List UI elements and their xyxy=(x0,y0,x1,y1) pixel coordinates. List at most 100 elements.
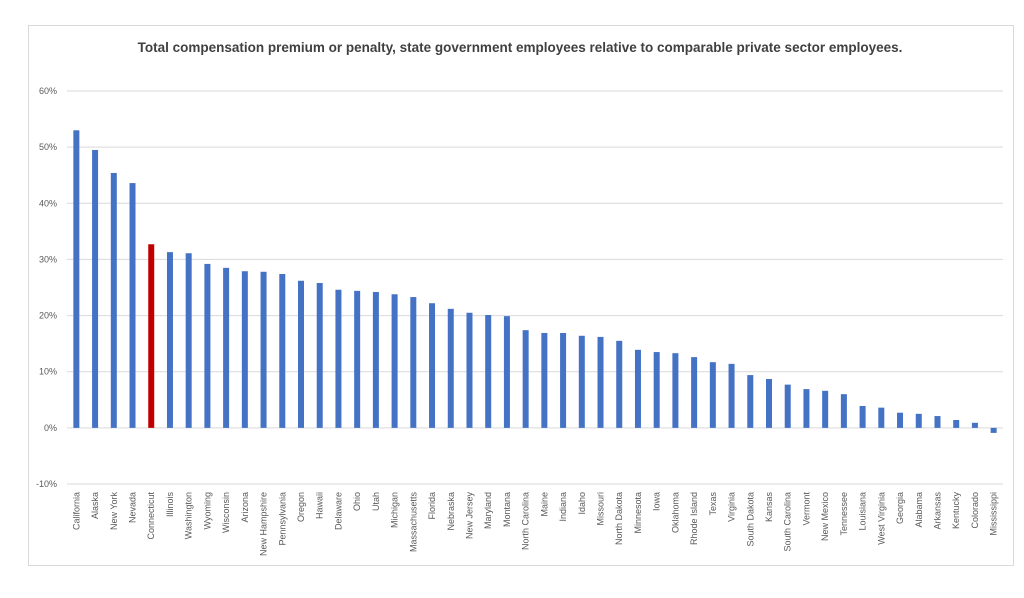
x-tick-label: Missouri xyxy=(596,492,606,526)
x-tick-label: Iowa xyxy=(652,492,662,511)
bar-west-virginia xyxy=(878,407,885,428)
bar-michigan xyxy=(391,294,398,428)
bar-south-carolina xyxy=(784,384,791,428)
y-tick-label: 40% xyxy=(39,198,57,208)
chart-frame xyxy=(28,25,1014,566)
bar-kentucky xyxy=(953,419,960,428)
x-tick-label: Oklahoma xyxy=(670,492,680,533)
bar-utah xyxy=(372,291,379,428)
x-tick-label: Washington xyxy=(184,492,194,539)
x-tick-label: Nevada xyxy=(128,492,138,523)
bar-massachusetts xyxy=(410,297,417,428)
x-tick-label: Colorado xyxy=(970,492,980,529)
x-tick-label: Illinois xyxy=(165,492,175,518)
y-tick-label: 10% xyxy=(39,367,57,377)
bar-arizona xyxy=(241,271,248,428)
bar-alaska xyxy=(92,149,99,428)
bar-missouri xyxy=(597,336,604,428)
y-tick-label: 30% xyxy=(39,254,57,264)
bar-alabama xyxy=(915,413,922,428)
bar-california xyxy=(73,130,80,428)
bar-ohio xyxy=(354,290,361,428)
x-tick-label: Alabama xyxy=(914,492,924,528)
x-tick-label: Wisconsin xyxy=(221,492,231,533)
y-tick-label: -10% xyxy=(36,479,57,489)
x-tick-label: Rhode Island xyxy=(689,492,699,545)
x-tick-label: Ohio xyxy=(352,492,362,511)
x-tick-label: Tennessee xyxy=(839,492,849,536)
x-tick-label: Delaware xyxy=(333,492,343,530)
bar-mississippi xyxy=(990,427,997,433)
x-tick-label: Georgia xyxy=(895,492,905,524)
x-tick-label: Arizona xyxy=(240,492,250,523)
bars xyxy=(73,130,997,433)
bar-colorado xyxy=(971,422,978,428)
bar-pennsylvania xyxy=(279,274,286,428)
x-tick-label: Virginia xyxy=(727,492,737,522)
x-tick-label: Louisiana xyxy=(858,492,868,531)
bar-new-jersey xyxy=(466,312,473,428)
bar-south-dakota xyxy=(747,375,754,428)
x-tick-label: West Virginia xyxy=(876,492,886,545)
gridlines xyxy=(67,90,1003,485)
bar-kansas xyxy=(766,379,772,428)
x-tick-label: Alaska xyxy=(90,492,100,519)
bar-new-hampshire xyxy=(260,271,267,428)
bar-montana xyxy=(503,316,510,428)
x-tick-label: Michigan xyxy=(390,492,400,528)
x-tick-label: Mississippi xyxy=(989,492,999,536)
bar-delaware xyxy=(335,289,342,428)
x-tick-label: South Dakota xyxy=(745,492,755,547)
x-tick-label: Wyoming xyxy=(202,492,212,529)
x-tick-label: Indiana xyxy=(558,492,568,522)
x-tick-label: Nebraska xyxy=(446,492,456,531)
bar-louisiana xyxy=(859,405,866,428)
x-tick-label: South Carolina xyxy=(783,492,793,552)
x-tick-label: Minnesota xyxy=(633,492,643,534)
x-tick-label: Kentucky xyxy=(951,492,961,530)
x-tick-label: Pennsylvania xyxy=(277,492,287,546)
bar-maine xyxy=(541,332,548,428)
x-axis-labels: California Alaska New York Nevada Connecticu… xyxy=(71,492,998,557)
bar-minnesota xyxy=(634,349,641,428)
bar-wisconsin xyxy=(223,267,230,428)
x-tick-label: North Dakota xyxy=(614,492,624,545)
y-tick-label: 50% xyxy=(39,142,57,152)
x-tick-label: Massachusetts xyxy=(408,492,418,553)
x-tick-label: New Mexico xyxy=(820,492,830,541)
bar-florida xyxy=(429,303,436,428)
bar-rhode-island xyxy=(691,357,698,428)
bar-wyoming xyxy=(204,263,211,428)
bar-north-carolina xyxy=(522,330,529,428)
x-tick-label: North Carolina xyxy=(521,492,531,550)
bar-nevada xyxy=(129,183,136,428)
x-tick-label: Maryland xyxy=(483,492,493,529)
x-tick-label: New Hampshire xyxy=(259,492,269,556)
bar-north-dakota xyxy=(616,340,623,428)
y-tick-label: 0% xyxy=(44,423,57,433)
x-tick-label: Florida xyxy=(427,492,437,520)
x-tick-label: Hawaii xyxy=(315,492,325,519)
x-tick-label: Texas xyxy=(708,492,718,516)
bar-tennessee xyxy=(840,394,847,428)
x-tick-label: Oregon xyxy=(296,492,306,522)
chart-title: Total compensation premium or penalty, s… xyxy=(137,40,903,55)
x-tick-label: New Jersey xyxy=(464,492,474,540)
bar-vermont xyxy=(803,389,810,428)
y-axis-ticks: -10% 0% 10% 20% 30% 40% 50% 60% xyxy=(36,86,57,489)
bar-illinois xyxy=(166,252,173,428)
bar-virginia xyxy=(728,363,735,428)
x-tick-label: New York xyxy=(109,492,119,531)
x-tick-label: Connecticut xyxy=(146,492,156,540)
x-tick-label: Kansas xyxy=(764,492,774,523)
bar-iowa xyxy=(653,352,660,428)
bar-oregon xyxy=(298,280,304,428)
x-tick-label: Maine xyxy=(539,492,549,517)
x-tick-label: Arkansas xyxy=(932,492,942,530)
bar-washington xyxy=(185,253,192,428)
bar-new-mexico xyxy=(822,390,829,428)
x-tick-label: Idaho xyxy=(577,492,587,515)
bar-connecticut xyxy=(148,244,155,428)
y-tick-label: 20% xyxy=(39,311,57,321)
